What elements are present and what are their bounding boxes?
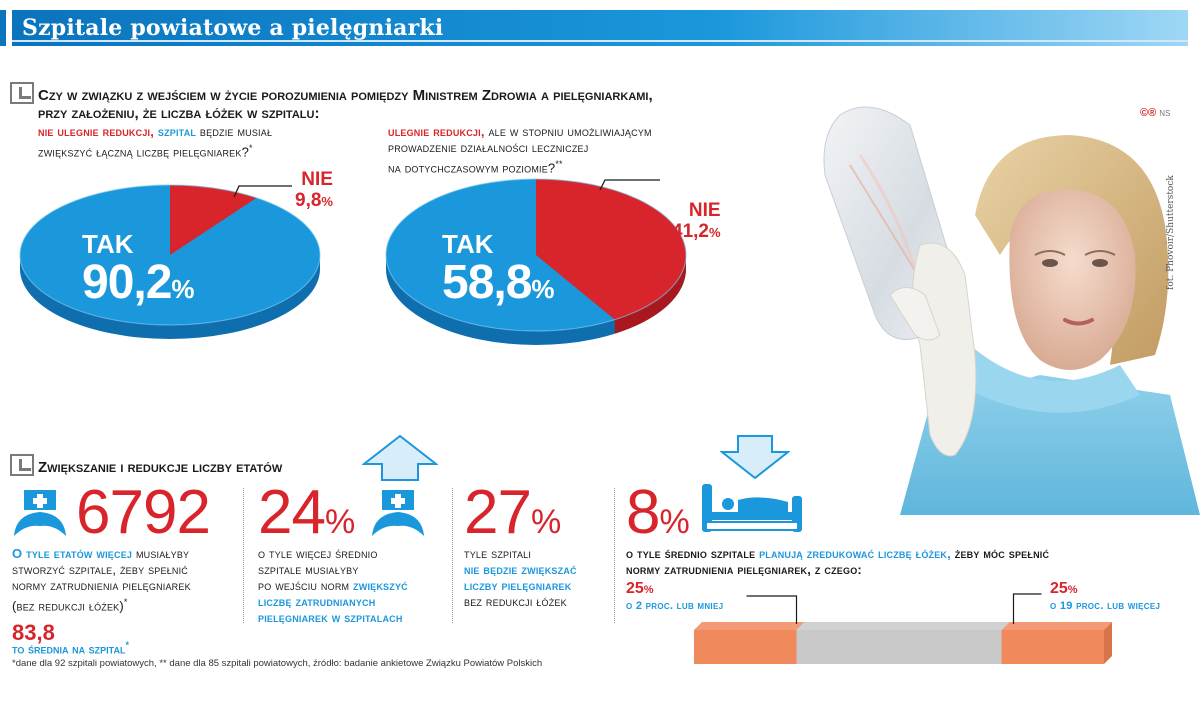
column-separator: [614, 488, 615, 623]
stat1-text: O tyle etatów więcej musiałyby stworzyć …: [12, 546, 191, 614]
question-text: Czy w związku z wejściem w życie porozum…: [38, 87, 758, 123]
stat4-text: o tyle średnio szpitale planują zredukow…: [626, 546, 1050, 577]
bar-segment-high-top: [1001, 622, 1112, 630]
pie-rim: [19, 184, 321, 326]
corner-arrow-icon: [10, 82, 34, 104]
section-title: Zwiększanie i redukcje liczby etatów: [38, 459, 283, 476]
pie-left-condition: nie ulegnie redukcji, szpital będzie mus…: [38, 124, 273, 160]
question-line-1: Czy w związku z wejściem w życie porozum…: [38, 87, 653, 104]
bar-segment-middle-top: [796, 622, 1010, 630]
copyright-mark: ©® NS: [1140, 107, 1171, 119]
nurse-photo: [823, 106, 1200, 515]
question-line-2: przy założeniu, że liczba łóżek w szpita…: [38, 105, 320, 122]
stat2-value: 24%: [258, 478, 355, 547]
pie-chart-left: [19, 184, 321, 339]
pie-side: [386, 255, 686, 345]
stat3-value: 27%: [464, 478, 561, 547]
bar-segment-high: [1001, 630, 1104, 664]
bar-segment-middle: [796, 630, 1002, 664]
arrow-up-icon: [362, 434, 438, 481]
stat1-average-value: 83,8: [12, 620, 55, 645]
pie-side: [20, 255, 320, 339]
bed-reduction-high-label: o 19 proc. lub więcej: [1050, 600, 1161, 612]
pie-rim: [385, 178, 687, 332]
stat4-value: 8%: [626, 478, 690, 547]
hospital-bed-icon: [702, 484, 802, 532]
pie-slice-no: [170, 185, 257, 255]
pie-slice-no: [536, 179, 686, 320]
pie-chart-right: [385, 178, 687, 345]
corner-arrow-icon: [10, 454, 34, 476]
pie-leader-line: [599, 179, 660, 191]
footnote: *dane dla 92 szpitali powiatowych, ** da…: [12, 658, 543, 669]
bed-reduction-high-value: 25%: [1050, 580, 1078, 597]
pie-left-yes-label: TAK 90,2%: [82, 229, 195, 309]
stat2-text: o tyle więcej średnio szpitale musiałyby…: [258, 546, 408, 625]
high-leader-line: [1012, 593, 1042, 624]
pie-side-slice: [614, 255, 686, 334]
bed-reduction-low-value: 25%: [626, 580, 654, 597]
bar-segment-low: [694, 630, 797, 664]
pie-right-no-label: NIE 41,2%: [672, 200, 721, 243]
stat3-text: tyle szpitali nie będzie zwiększać liczb…: [464, 546, 577, 609]
stat1-average-label: to średnia na szpital*: [12, 640, 130, 657]
header-edge: [0, 10, 6, 46]
bed-reduction-bar: [694, 593, 1112, 664]
nurse-cap-icon: [14, 490, 66, 536]
column-separator: [243, 488, 244, 623]
pie-right-yes-label: TAK 58,8%: [442, 229, 555, 309]
page-title: Szpitale powiatowe a pielęgniarki: [22, 15, 444, 41]
arrow-down-icon: [720, 435, 790, 480]
pie-left-no-label: NIE 9,8%: [295, 169, 333, 212]
nurse-cap-icon: [372, 490, 424, 536]
header-underline: [12, 40, 1188, 42]
bed-reduction-low-label: o 2 proc. lub mniej: [626, 600, 724, 612]
pie-leader-line: [233, 185, 292, 198]
column-separator: [452, 488, 453, 623]
bar-end-face: [1104, 622, 1112, 664]
bar-segment-low-top: [694, 622, 805, 630]
photo-credit: fot. Phovoir/Shutterstock: [1166, 175, 1176, 290]
low-leader-line: [746, 595, 798, 624]
stat1-value: 6792: [76, 478, 211, 547]
pie-right-condition: ulegnie redukcji, ale w stopniu umożliwi…: [388, 124, 652, 176]
